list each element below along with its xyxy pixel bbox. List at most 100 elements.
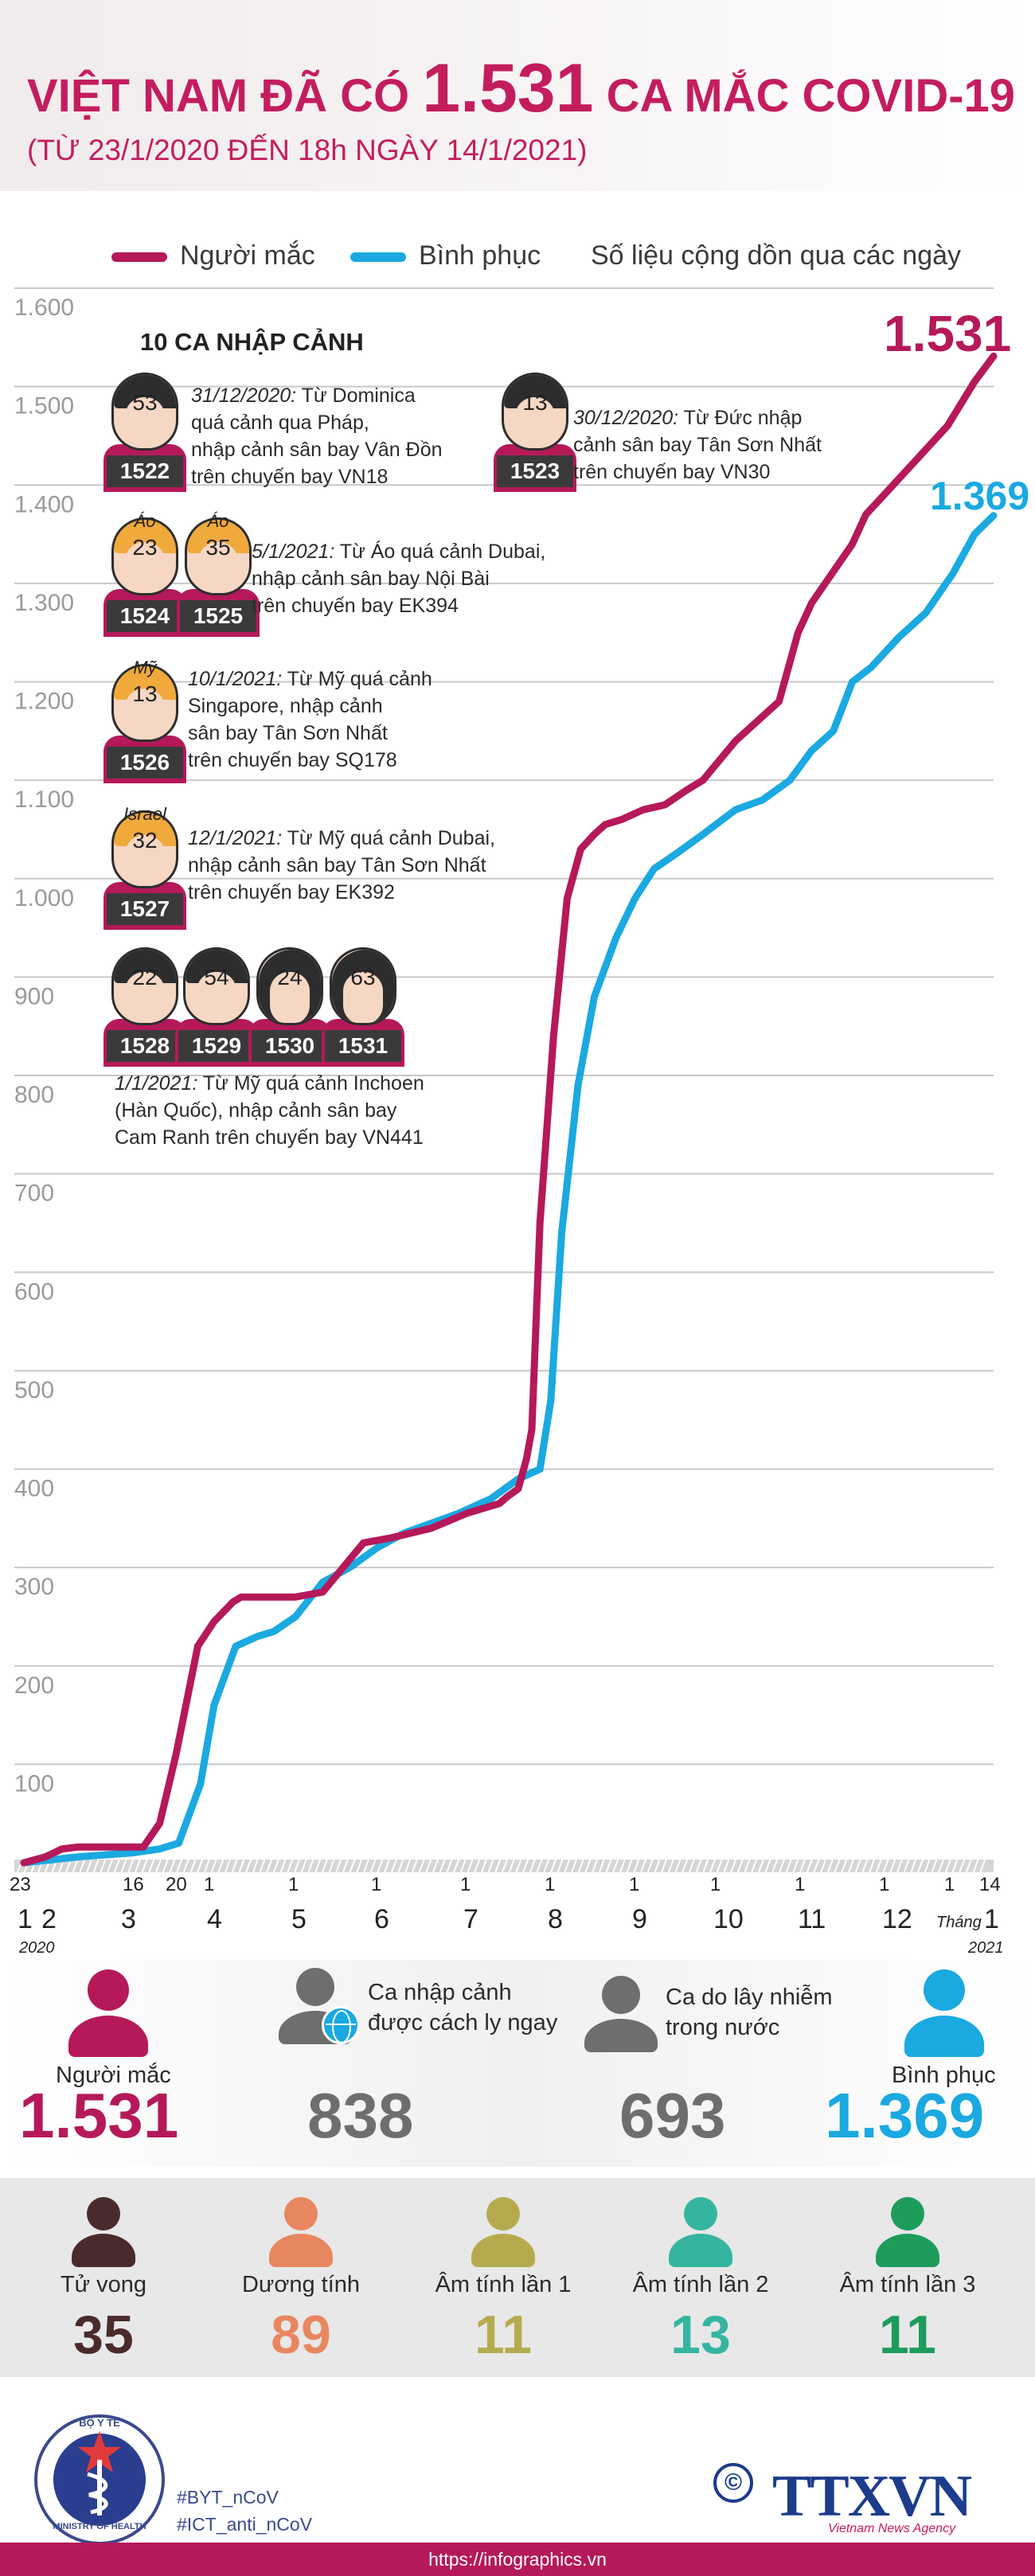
baseline-hatch bbox=[182, 1859, 189, 1873]
baseline-hatch bbox=[938, 1859, 945, 1873]
outcome-negative-3-value: 11 bbox=[879, 2305, 936, 2365]
baseline-hatch bbox=[813, 1859, 820, 1873]
baseline-hatch bbox=[446, 1859, 453, 1873]
baseline-hatch bbox=[176, 1859, 183, 1873]
patient-head-icon bbox=[502, 373, 568, 451]
x-tick-day: 1 bbox=[545, 1874, 556, 1895]
x-tick-day: 23 bbox=[10, 1874, 31, 1895]
baseline-hatch bbox=[100, 1859, 107, 1873]
x-tick-day: 1 bbox=[204, 1874, 215, 1895]
baseline-hatch bbox=[917, 1859, 924, 1873]
baseline-hatch bbox=[882, 1859, 889, 1873]
baseline-hatch bbox=[467, 1859, 474, 1873]
baseline-hatch bbox=[584, 1859, 592, 1873]
summary-local-label: Ca do lây nhiễm trong nước bbox=[666, 1982, 833, 2043]
patient-head-icon bbox=[111, 517, 178, 595]
baseline-hatch bbox=[931, 1859, 938, 1873]
note-1523: 30/12/2020: Từ Đức nhập cảnh sân bay Tân… bbox=[573, 404, 822, 486]
baseline-hatch bbox=[397, 1859, 404, 1873]
baseline-hatch bbox=[682, 1859, 689, 1873]
patient-id: 1524 bbox=[107, 600, 183, 632]
baseline-hatch bbox=[723, 1859, 730, 1873]
baseline-hatch bbox=[903, 1859, 910, 1873]
x-tick-year: 2021 bbox=[968, 1939, 1004, 1957]
y-tick-label: 400 bbox=[14, 1476, 54, 1502]
patient-id: 1529 bbox=[178, 1030, 255, 1062]
baseline-hatch bbox=[654, 1859, 661, 1873]
outcome-positive-label: Dương tính bbox=[241, 2272, 361, 2297]
summary-local-label-1: Ca do lây nhiễm bbox=[666, 1985, 833, 2010]
legend-infected: Người mắc bbox=[111, 240, 315, 271]
note-date: 31/12/2020: bbox=[191, 384, 297, 407]
x-tick-day: 1 bbox=[629, 1874, 640, 1895]
x-tick-month: 8 bbox=[548, 1904, 563, 1934]
baseline-hatch bbox=[875, 1859, 882, 1873]
cumulative-chart: 1.600 1.500 1.400 1.300 1.200 1.100 1.000 900 80… bbox=[14, 287, 998, 1873]
baseline-hatch bbox=[107, 1859, 114, 1873]
y-tick-label: 900 bbox=[14, 983, 54, 1009]
baseline-hatch bbox=[197, 1859, 204, 1873]
x-tick-day: 16 bbox=[123, 1874, 144, 1895]
note-1526: 10/1/2021: Từ Mỹ quá cảnh Singapore, nhậ… bbox=[188, 665, 432, 774]
legend-infected-label: Người mắc bbox=[180, 240, 315, 271]
x-tick-day: 1 bbox=[288, 1874, 299, 1895]
patient-id: 1527 bbox=[107, 893, 183, 925]
summary-imported-value: 838 bbox=[307, 2080, 414, 2151]
baseline-hatch bbox=[820, 1859, 827, 1873]
note-line: trên chuyến bay VN18 bbox=[191, 466, 389, 488]
hashtag-ict[interactable]: #ICT_anti_nCoV bbox=[177, 2514, 313, 2535]
baseline-hatch bbox=[279, 1859, 287, 1873]
outcome-deaths-value: 35 bbox=[73, 2305, 134, 2365]
baseline-hatch bbox=[709, 1859, 716, 1873]
x-tick-month: 11 bbox=[798, 1904, 826, 1934]
baseline-hatch bbox=[841, 1859, 848, 1873]
baseline-hatch bbox=[314, 1859, 322, 1873]
patient-head-icon bbox=[111, 664, 178, 742]
baseline-hatch bbox=[480, 1859, 487, 1873]
footer-url-link[interactable]: https://infographics.vn bbox=[0, 2543, 1035, 2576]
footer-hashtags: #BYT_nCoV #ICT_anti_nCoV bbox=[177, 2484, 312, 2538]
x-tick-day: 1 bbox=[795, 1874, 806, 1895]
baseline-hatch bbox=[127, 1859, 135, 1873]
baseline-hatch bbox=[425, 1859, 432, 1873]
patient-nationality-tag: Áo bbox=[134, 511, 156, 531]
baseline-hatch bbox=[619, 1859, 626, 1873]
ttxvn-logo: TTXVN bbox=[772, 2464, 972, 2529]
title-suffix: CA MẮC COVID-19 bbox=[606, 70, 1016, 122]
baseline-hatch bbox=[64, 1859, 72, 1873]
baseline-hatch bbox=[592, 1859, 599, 1873]
baseline-hatch bbox=[785, 1859, 792, 1873]
baseline-hatch bbox=[487, 1859, 494, 1873]
baseline-hatch bbox=[203, 1859, 210, 1873]
note-1524-1525: 5/1/2021: Từ Áo quá cảnh Dubai, nhập cản… bbox=[252, 538, 545, 619]
baseline-hatch bbox=[432, 1859, 439, 1873]
baseline-hatch bbox=[779, 1859, 785, 1873]
ministry-seal-text-top: BỘ Y TẾ bbox=[79, 2417, 120, 2429]
baseline-hatch bbox=[571, 1859, 577, 1873]
outcome-negative-1-value: 11 bbox=[475, 2305, 532, 2365]
baseline-hatch bbox=[86, 1859, 92, 1873]
patient-1523: 13 1523 bbox=[494, 373, 576, 492]
patient-age: 24 bbox=[277, 965, 303, 989]
patient-age: 13 bbox=[132, 681, 158, 706]
baseline-hatch bbox=[404, 1859, 412, 1873]
summary-recovered-label: Bình phục bbox=[892, 2063, 996, 2088]
patient-age: 54 bbox=[204, 965, 229, 989]
note-date: 1/1/2021: bbox=[115, 1072, 198, 1095]
baseline-hatch bbox=[826, 1859, 834, 1873]
patient-1528: 22 1528 bbox=[104, 947, 186, 1067]
summary-imported-label: Ca nhập cảnh được cách ly ngay bbox=[368, 1977, 557, 2038]
baseline-hatch bbox=[806, 1859, 813, 1873]
baseline-hatch bbox=[307, 1859, 314, 1873]
title-prefix: VIỆT NAM ĐÃ CÓ bbox=[27, 70, 410, 122]
summary-infected-label: Người mắc bbox=[56, 2063, 171, 2088]
summary-imported-label-2: được cách ly ngay bbox=[368, 2010, 558, 2035]
baseline-hatch bbox=[148, 1859, 155, 1873]
baseline-hatch bbox=[646, 1859, 654, 1873]
note-1527: 12/1/2021: Từ Mỹ quá cảnh Dubai, nhập cả… bbox=[188, 825, 495, 906]
patient-head-icon bbox=[111, 810, 178, 888]
hashtag-byt[interactable]: #BYT_nCoV bbox=[177, 2487, 279, 2508]
y-tick-label: 1.400 bbox=[14, 491, 74, 517]
y-tick-label: 1.000 bbox=[14, 885, 74, 911]
x-tick-year: 2020 bbox=[19, 1939, 55, 1957]
